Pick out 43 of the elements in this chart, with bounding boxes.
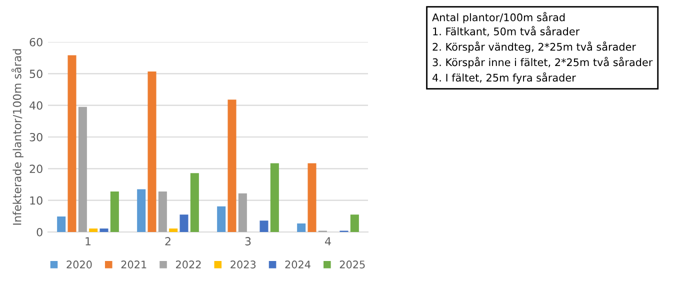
bar bbox=[238, 193, 247, 232]
legend-label: 2020 bbox=[66, 260, 92, 268]
bar bbox=[148, 71, 156, 232]
bar bbox=[169, 228, 178, 232]
y-tick-label: 30 bbox=[30, 132, 42, 142]
x-tick-label: 1 bbox=[86, 237, 91, 246]
text: 3. Körspår inne i fältet, 2*25m två sårader bbox=[432, 56, 653, 68]
bar bbox=[190, 173, 199, 232]
bar bbox=[158, 191, 167, 232]
y-tick-label: 10 bbox=[30, 196, 42, 205]
text: Antal plantor/100m sårad bbox=[432, 12, 565, 24]
bar bbox=[57, 216, 66, 232]
y-tick-label: 60 bbox=[30, 38, 42, 46]
x-tick-label: 3 bbox=[245, 237, 251, 246]
text: 1. Fältkant, 50m två sårader bbox=[433, 26, 580, 36]
y-tick-label: 0 bbox=[36, 228, 42, 236]
bar bbox=[100, 228, 108, 232]
bar bbox=[308, 163, 316, 232]
bar bbox=[137, 189, 146, 232]
text: 2. Körspår vändteg, 2*25m två sårader bbox=[432, 41, 636, 53]
bar bbox=[68, 55, 76, 232]
legend-label: 2021 bbox=[121, 260, 146, 268]
bar bbox=[350, 214, 359, 232]
bar bbox=[228, 100, 236, 232]
bar bbox=[78, 106, 87, 232]
bar bbox=[260, 220, 268, 232]
bar bbox=[297, 223, 306, 232]
bar bbox=[270, 163, 279, 232]
legend-label: 2025 bbox=[340, 260, 365, 268]
y-axis-title: Infekterade plantor/100m sårad bbox=[11, 49, 24, 225]
legend-label: 2022 bbox=[176, 260, 201, 268]
bar bbox=[180, 214, 188, 232]
legend-label: 2024 bbox=[285, 260, 310, 268]
y-tick-label: 20 bbox=[30, 164, 42, 174]
text: 4. I fältet, 25m fyra sårader bbox=[432, 72, 576, 84]
bar bbox=[217, 206, 226, 232]
x-tick-label: 2 bbox=[165, 237, 170, 246]
legend-label: 2023 bbox=[230, 260, 256, 268]
y-tick-label: 50 bbox=[30, 70, 42, 78]
bar bbox=[89, 228, 98, 232]
x-tick-label: 4 bbox=[325, 237, 331, 246]
y-tick-label: 40 bbox=[30, 101, 42, 110]
bar bbox=[110, 191, 119, 232]
